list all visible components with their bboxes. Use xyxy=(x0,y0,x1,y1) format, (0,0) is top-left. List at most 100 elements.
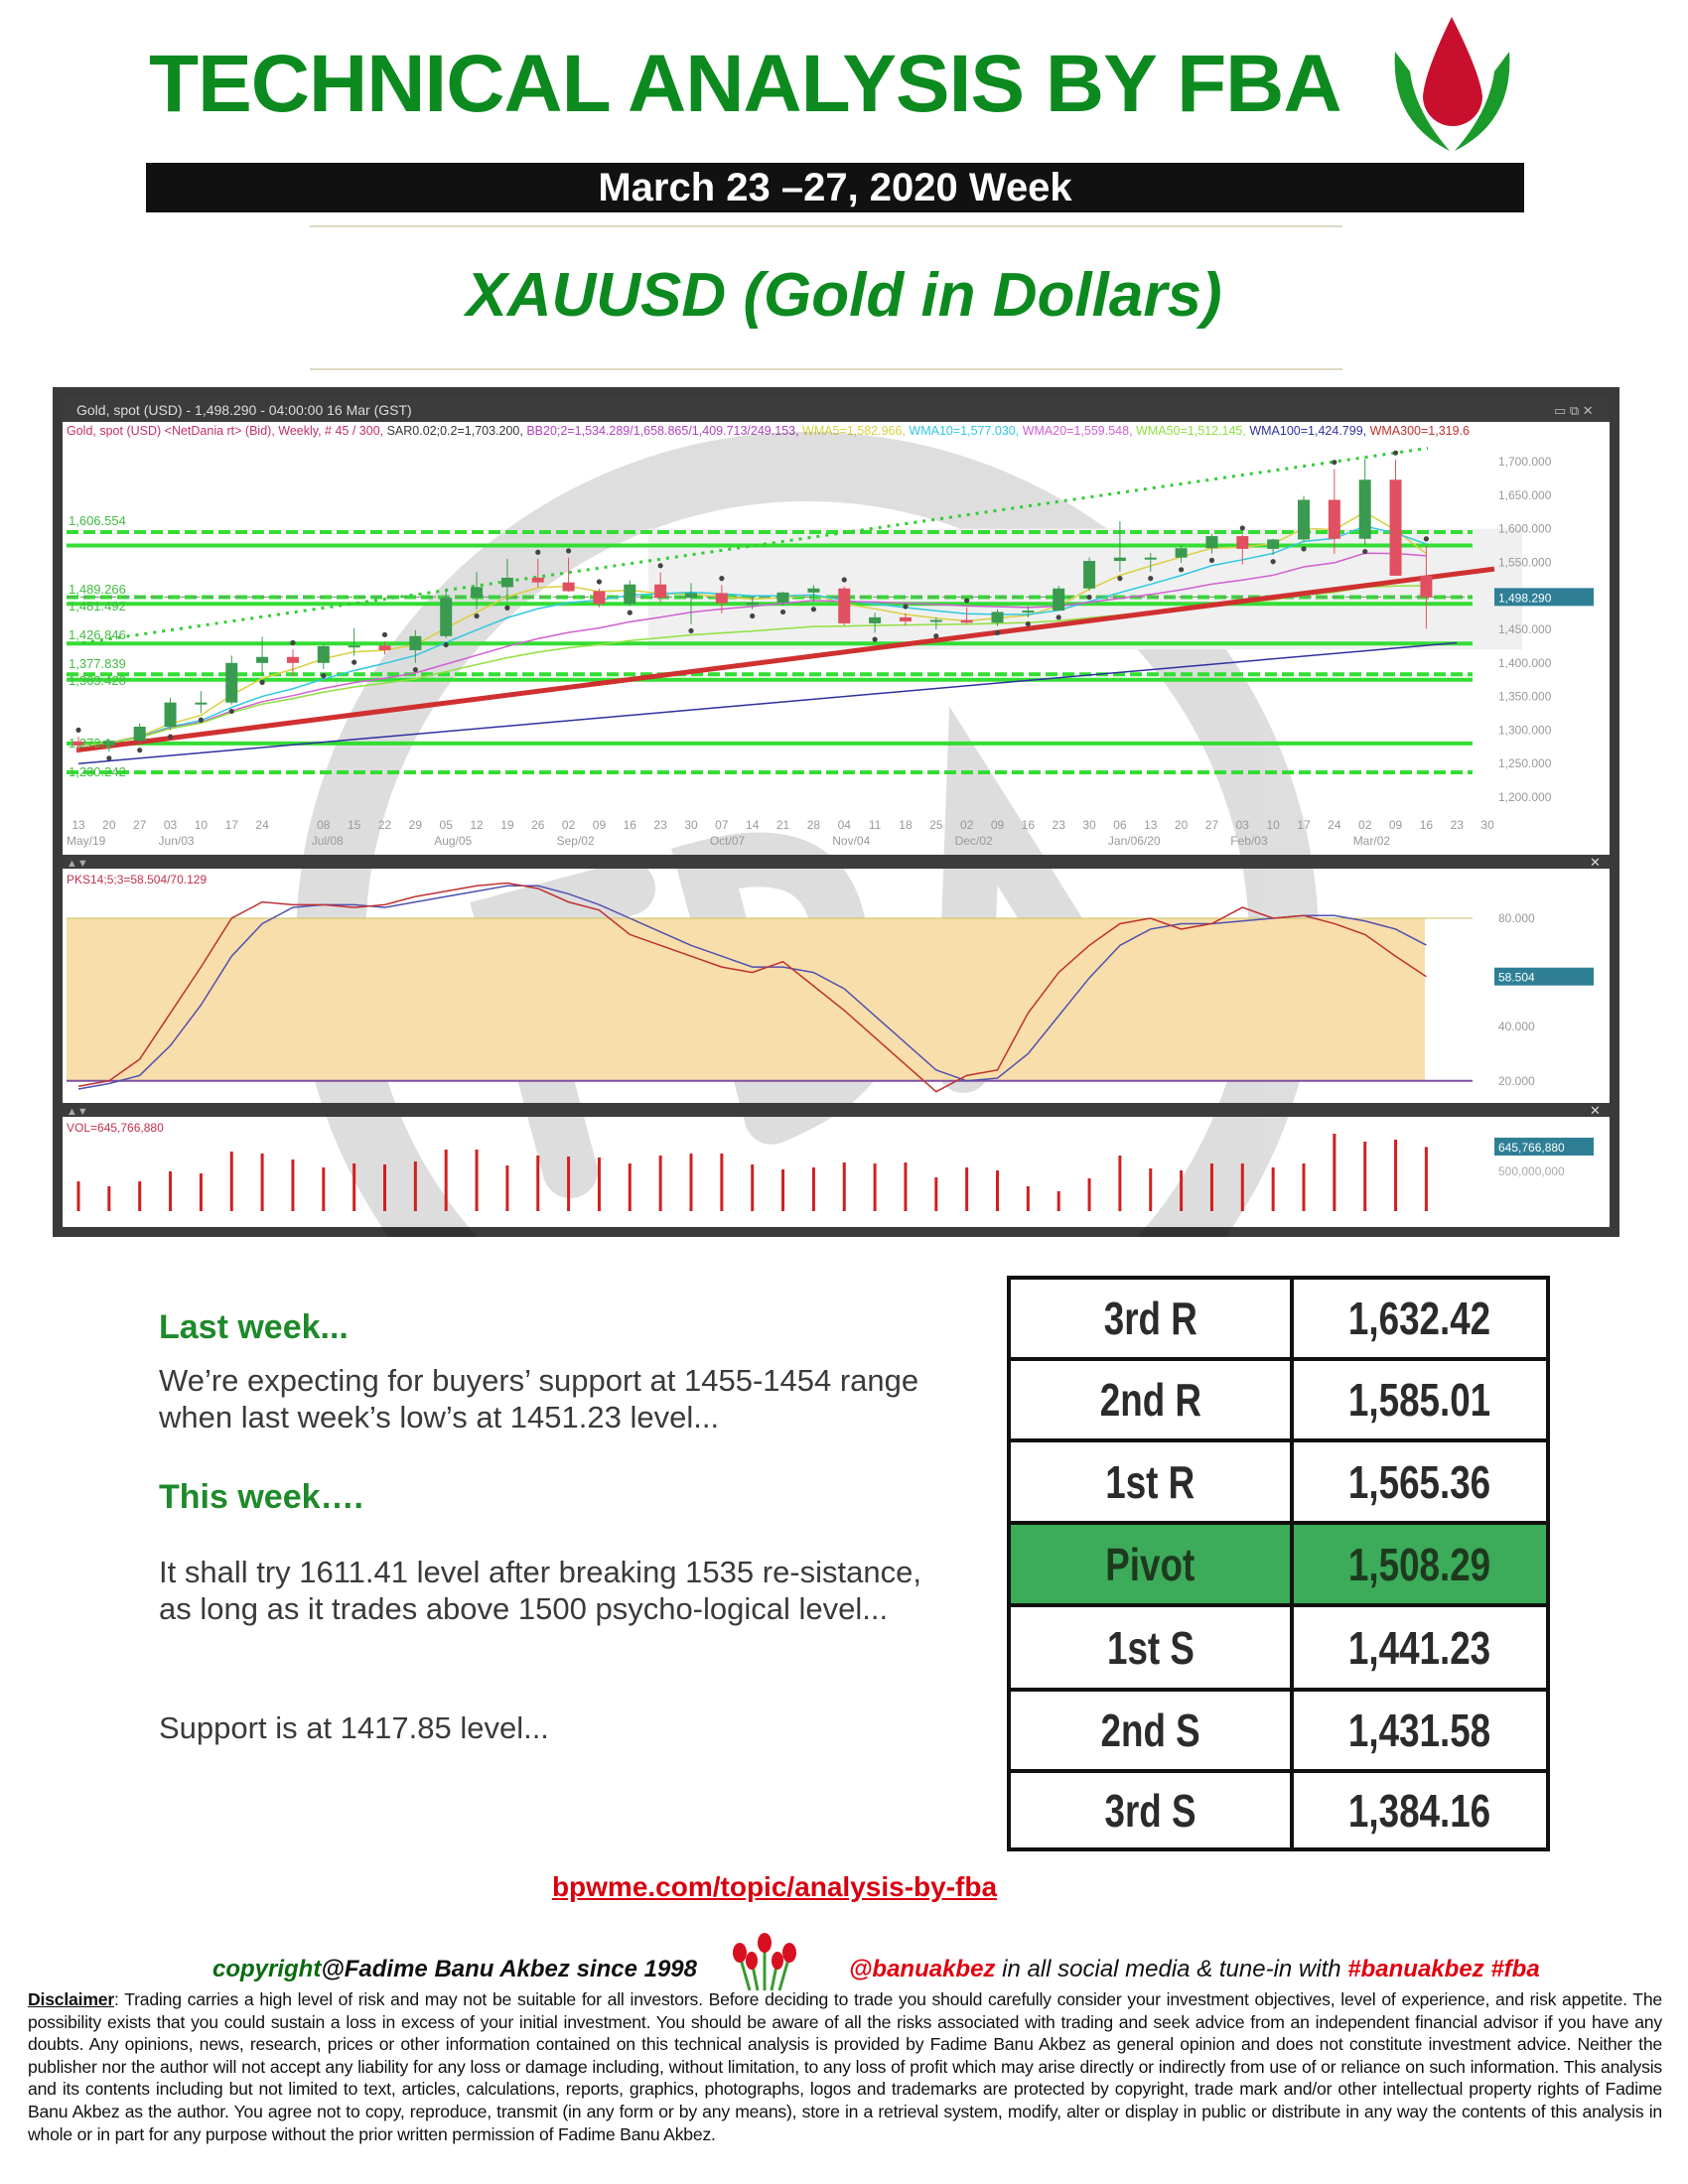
close-pane-icon[interactable]: ✕ xyxy=(1590,855,1601,870)
sar-dot xyxy=(841,577,847,583)
candle xyxy=(378,645,391,650)
date-tick: 24 xyxy=(1328,818,1341,832)
sar-dot xyxy=(1179,567,1185,573)
sar-dot xyxy=(75,727,81,733)
candle xyxy=(869,616,882,623)
sar-dot xyxy=(1423,536,1429,542)
level-label-text: 1st R xyxy=(1105,1455,1196,1508)
sar-dot xyxy=(1055,614,1061,620)
sar-dot xyxy=(1362,548,1368,555)
pane-separator[interactable] xyxy=(63,1103,1610,1117)
date-tick: 25 xyxy=(929,818,943,832)
candle xyxy=(256,656,269,663)
candle xyxy=(317,645,330,663)
social-text: in all social media & tune-in with xyxy=(995,1956,1348,1982)
date-tick: 27 xyxy=(133,818,147,832)
month-label: Aug/05 xyxy=(434,834,472,848)
sar-dot xyxy=(1086,594,1092,601)
pane-arrows-icon[interactable]: ▲▼ xyxy=(67,858,88,870)
level-value: 1,384.16 xyxy=(1290,1769,1550,1851)
level-row-3rd-s: 3rd S 1,384.16 xyxy=(1007,1769,1550,1851)
tulips-image xyxy=(733,1933,796,1991)
candle xyxy=(960,619,973,623)
date-tick: 17 xyxy=(1297,818,1311,832)
sar-dot xyxy=(1025,620,1031,627)
date-tick: 08 xyxy=(317,818,331,832)
close-pane-icon[interactable]: ✕ xyxy=(1590,1103,1601,1118)
sar-dot xyxy=(474,613,480,619)
date-tick: 16 xyxy=(1420,818,1434,832)
candle xyxy=(562,582,575,592)
disclaimer-text: : Trading carries a high level of risk a… xyxy=(28,1989,1662,2144)
indicator-8: WMA300=1,319.6 xyxy=(1370,424,1470,438)
date-tick: 30 xyxy=(1082,818,1096,832)
price-tick: 1,400.000 xyxy=(1498,656,1552,670)
pane-arrows-icon[interactable]: ▲▼ xyxy=(67,1106,88,1118)
level-label: 1,230.242 xyxy=(69,764,126,779)
sar-dot xyxy=(779,609,786,615)
volume-label: VOL=645,766,880 xyxy=(67,1121,164,1135)
price-tick: 1,200.000 xyxy=(1498,790,1552,804)
candle xyxy=(225,662,238,703)
level-value: 1,632.42 xyxy=(1290,1276,1550,1361)
level-value: 1,565.36 xyxy=(1290,1438,1550,1525)
stochastic-label: PKS14;5;3=58.504/70.129 xyxy=(67,873,207,887)
disclaimer-label: Disclaimer xyxy=(28,1989,114,2009)
indicator-6: WMA50=1,512.145, xyxy=(1136,424,1249,438)
date-tick: 11 xyxy=(869,818,882,832)
price-tick: 1,600.000 xyxy=(1498,522,1552,536)
candle xyxy=(1298,499,1310,540)
candle xyxy=(471,587,484,599)
volume-last: 645,766,880 xyxy=(1498,1141,1565,1155)
date-tick: 02 xyxy=(562,818,576,832)
volume-badge xyxy=(1494,1138,1594,1156)
level-label: 2nd S xyxy=(1007,1688,1294,1773)
month-label: Feb/03 xyxy=(1230,834,1268,848)
date-tick: 10 xyxy=(195,818,209,832)
date-tick: 26 xyxy=(531,818,545,832)
candle xyxy=(1358,479,1371,539)
candle xyxy=(72,741,84,746)
month-label: Jan/06/20 xyxy=(1108,834,1161,848)
stoch-k-line xyxy=(77,882,1427,1093)
indicator-7: WMA100=1,424.799, xyxy=(1249,424,1369,438)
level-label: 1,481.492 xyxy=(69,599,126,614)
price-chart: Gold, spot (USD) - 1,498.290 - 04:00:00 … xyxy=(53,387,1619,1237)
social-handle: @banuakbez xyxy=(849,1956,996,1982)
date-tick: 24 xyxy=(255,818,269,832)
volume-pane: 500,000,000 645,766,880 xyxy=(76,1134,1594,1211)
candle xyxy=(500,577,513,588)
pane-separator[interactable] xyxy=(63,855,1610,869)
stoch-last: 58.504 xyxy=(1498,971,1535,985)
month-label: Oct/07 xyxy=(710,834,746,848)
candle xyxy=(685,593,697,599)
sar-dot xyxy=(259,679,265,686)
price-tick: 1,250.000 xyxy=(1498,756,1552,770)
level-value-text: 1,384.16 xyxy=(1348,1784,1491,1837)
instrument-title: XAUUSD (Gold in Dollars) xyxy=(466,261,1222,330)
date-tick: 27 xyxy=(1205,818,1219,832)
page-title: TECHNICAL ANALYSIS BY FBA xyxy=(149,39,1342,129)
sar-dot xyxy=(290,639,296,646)
sar-dot xyxy=(1117,576,1123,582)
sar-dot xyxy=(627,610,633,615)
window-controls[interactable]: ▭ ⧉ ✕ xyxy=(1554,403,1594,418)
date-tick: 04 xyxy=(838,818,852,832)
level-label: 1,273.1 xyxy=(69,736,111,751)
fba-tulip-logo xyxy=(1394,17,1510,151)
hashtags: #banuakbez #fba xyxy=(1347,1956,1540,1982)
date-tick: 16 xyxy=(624,818,637,832)
wma-100-line xyxy=(77,641,1458,764)
date-tick: 10 xyxy=(1266,818,1280,832)
candle xyxy=(991,612,1004,623)
analysis-link[interactable]: bpwme.com/topic/analysis-by-fba xyxy=(551,1871,998,1902)
date-tick: 05 xyxy=(440,818,454,832)
stoch-tick: 80.000 xyxy=(1498,911,1535,925)
indicator-3: WMA5=1,582.966, xyxy=(802,424,909,438)
stochastic-pane: 80.000 40.000 20.000 58.504 xyxy=(67,882,1594,1093)
candle xyxy=(807,588,820,593)
date-tick: 02 xyxy=(960,818,974,832)
disclaimer: Disclaimer: Trading carries a high level… xyxy=(28,1988,1662,2145)
date-tick: 23 xyxy=(1451,818,1465,832)
level-label: 1,606.554 xyxy=(69,513,126,528)
